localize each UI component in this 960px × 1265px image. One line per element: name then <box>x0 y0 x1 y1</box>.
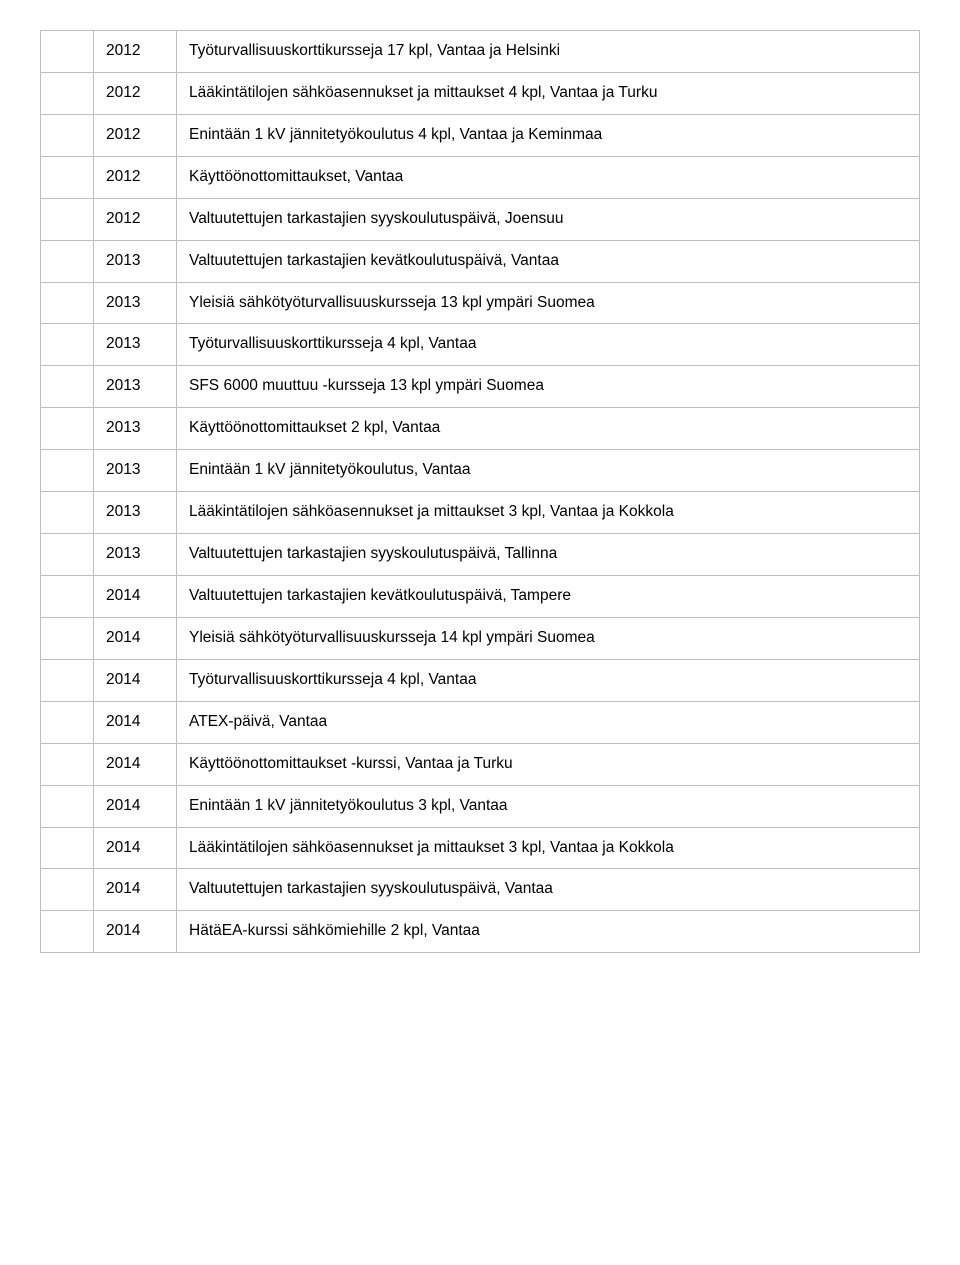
table-row: 2012Enintään 1 kV jännitetyökoulutus 4 k… <box>41 114 920 156</box>
year-cell: 2012 <box>94 72 177 114</box>
year-cell: 2013 <box>94 534 177 576</box>
table-row: 2013Yleisiä sähkötyöturvallisuuskursseja… <box>41 282 920 324</box>
description-cell: Enintään 1 kV jännitetyökoulutus, Vantaa <box>177 450 920 492</box>
table-row: 2014Käyttöönottomittaukset -kurssi, Vant… <box>41 743 920 785</box>
year-cell: 2014 <box>94 869 177 911</box>
table-row: 2014Lääkintätilojen sähköasennukset ja m… <box>41 827 920 869</box>
description-cell: Työturvallisuuskorttikursseja 4 kpl, Van… <box>177 659 920 701</box>
year-cell: 2012 <box>94 198 177 240</box>
row-spacer-cell <box>41 785 94 827</box>
description-cell: Enintään 1 kV jännitetyökoulutus 4 kpl, … <box>177 114 920 156</box>
table-row: 2013SFS 6000 muuttuu -kursseja 13 kpl ym… <box>41 366 920 408</box>
table-row: 2014Yleisiä sähkötyöturvallisuuskursseja… <box>41 617 920 659</box>
year-cell: 2014 <box>94 911 177 953</box>
year-cell: 2014 <box>94 701 177 743</box>
table-row: 2012Työturvallisuuskorttikursseja 17 kpl… <box>41 31 920 73</box>
table-row: 2014Työturvallisuuskorttikursseja 4 kpl,… <box>41 659 920 701</box>
row-spacer-cell <box>41 827 94 869</box>
table-row: 2012Lääkintätilojen sähköasennukset ja m… <box>41 72 920 114</box>
table-row: 2013Valtuutettujen tarkastajien syyskoul… <box>41 534 920 576</box>
table-row: 2012Valtuutettujen tarkastajien syyskoul… <box>41 198 920 240</box>
description-cell: Lääkintätilojen sähköasennukset ja mitta… <box>177 827 920 869</box>
description-cell: Käyttöönottomittaukset, Vantaa <box>177 156 920 198</box>
year-cell: 2013 <box>94 324 177 366</box>
description-cell: Työturvallisuuskorttikursseja 4 kpl, Van… <box>177 324 920 366</box>
year-cell: 2014 <box>94 743 177 785</box>
description-cell: Yleisiä sähkötyöturvallisuuskursseja 13 … <box>177 282 920 324</box>
description-cell: Valtuutettujen tarkastajien kevätkoulutu… <box>177 240 920 282</box>
table-row: 2014Valtuutettujen tarkastajien kevätkou… <box>41 575 920 617</box>
table-row: 2014Enintään 1 kV jännitetyökoulutus 3 k… <box>41 785 920 827</box>
description-cell: Valtuutettujen tarkastajien syyskoulutus… <box>177 198 920 240</box>
year-cell: 2012 <box>94 31 177 73</box>
row-spacer-cell <box>41 575 94 617</box>
row-spacer-cell <box>41 617 94 659</box>
row-spacer-cell <box>41 408 94 450</box>
description-cell: Yleisiä sähkötyöturvallisuuskursseja 14 … <box>177 617 920 659</box>
row-spacer-cell <box>41 72 94 114</box>
year-cell: 2014 <box>94 575 177 617</box>
year-cell: 2012 <box>94 114 177 156</box>
year-cell: 2013 <box>94 408 177 450</box>
row-spacer-cell <box>41 198 94 240</box>
description-cell: Käyttöönottomittaukset -kurssi, Vantaa j… <box>177 743 920 785</box>
year-cell: 2014 <box>94 785 177 827</box>
year-cell: 2014 <box>94 617 177 659</box>
year-cell: 2013 <box>94 450 177 492</box>
row-spacer-cell <box>41 659 94 701</box>
year-cell: 2013 <box>94 492 177 534</box>
row-spacer-cell <box>41 534 94 576</box>
row-spacer-cell <box>41 743 94 785</box>
description-cell: Valtuutettujen tarkastajien syyskoulutus… <box>177 869 920 911</box>
description-cell: Käyttöönottomittaukset 2 kpl, Vantaa <box>177 408 920 450</box>
year-cell: 2012 <box>94 156 177 198</box>
description-cell: Työturvallisuuskorttikursseja 17 kpl, Va… <box>177 31 920 73</box>
description-cell: ATEX-päivä, Vantaa <box>177 701 920 743</box>
row-spacer-cell <box>41 911 94 953</box>
courses-table: 2012Työturvallisuuskorttikursseja 17 kpl… <box>40 30 920 953</box>
table-row: 2013Enintään 1 kV jännitetyökoulutus, Va… <box>41 450 920 492</box>
table-row: 2013Käyttöönottomittaukset 2 kpl, Vantaa <box>41 408 920 450</box>
row-spacer-cell <box>41 492 94 534</box>
row-spacer-cell <box>41 282 94 324</box>
row-spacer-cell <box>41 156 94 198</box>
row-spacer-cell <box>41 450 94 492</box>
description-cell: Valtuutettujen tarkastajien syyskoulutus… <box>177 534 920 576</box>
row-spacer-cell <box>41 240 94 282</box>
year-cell: 2013 <box>94 240 177 282</box>
row-spacer-cell <box>41 31 94 73</box>
table-row: 2012Käyttöönottomittaukset, Vantaa <box>41 156 920 198</box>
row-spacer-cell <box>41 366 94 408</box>
table-row: 2014HätäEA-kurssi sähkömiehille 2 kpl, V… <box>41 911 920 953</box>
row-spacer-cell <box>41 701 94 743</box>
table-row: 2014Valtuutettujen tarkastajien syyskoul… <box>41 869 920 911</box>
row-spacer-cell <box>41 114 94 156</box>
table-row: 2013Työturvallisuuskorttikursseja 4 kpl,… <box>41 324 920 366</box>
description-cell: SFS 6000 muuttuu -kursseja 13 kpl ympäri… <box>177 366 920 408</box>
table-row: 2014ATEX-päivä, Vantaa <box>41 701 920 743</box>
year-cell: 2013 <box>94 282 177 324</box>
description-cell: Valtuutettujen tarkastajien kevätkoulutu… <box>177 575 920 617</box>
description-cell: Lääkintätilojen sähköasennukset ja mitta… <box>177 72 920 114</box>
description-cell: Lääkintätilojen sähköasennukset ja mitta… <box>177 492 920 534</box>
table-row: 2013Valtuutettujen tarkastajien kevätkou… <box>41 240 920 282</box>
year-cell: 2014 <box>94 659 177 701</box>
description-cell: HätäEA-kurssi sähkömiehille 2 kpl, Vanta… <box>177 911 920 953</box>
row-spacer-cell <box>41 869 94 911</box>
year-cell: 2013 <box>94 366 177 408</box>
row-spacer-cell <box>41 324 94 366</box>
year-cell: 2014 <box>94 827 177 869</box>
table-row: 2013Lääkintätilojen sähköasennukset ja m… <box>41 492 920 534</box>
description-cell: Enintään 1 kV jännitetyökoulutus 3 kpl, … <box>177 785 920 827</box>
